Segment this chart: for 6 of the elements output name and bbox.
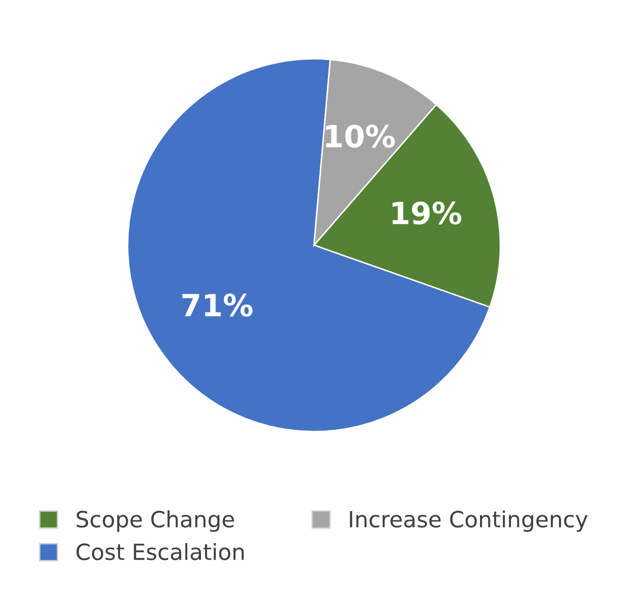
legend-label: Cost Escalation	[76, 543, 244, 560]
data-label: 19%	[392, 201, 462, 225]
legend-label: Increase Contingency	[350, 510, 588, 532]
data-label: 71%	[182, 294, 252, 317]
data-label: 10%	[326, 124, 395, 148]
legend-label: Scope Change	[76, 510, 234, 532]
